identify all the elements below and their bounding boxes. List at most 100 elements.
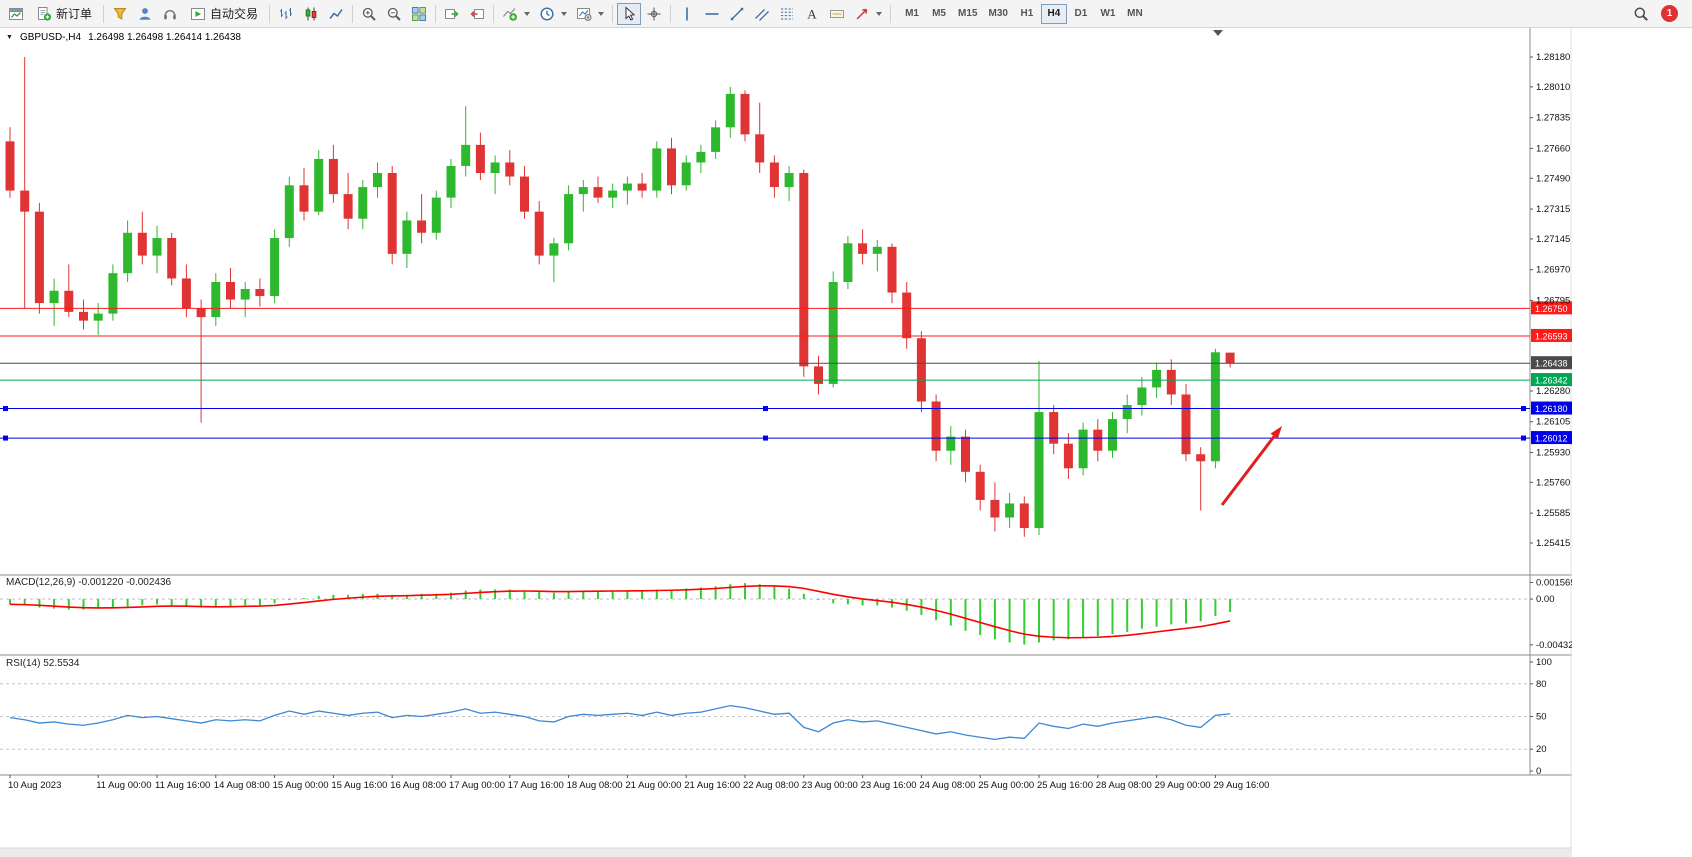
vertical-line-button[interactable] (675, 3, 699, 25)
cursor-icon (625, 5, 636, 21)
price-tag-label: 1.26342 (1535, 376, 1568, 386)
timeframe-m30-button[interactable]: M30 (983, 4, 1012, 24)
funnel-button[interactable] (108, 3, 132, 25)
timeframe-m5-button[interactable]: M5 (926, 4, 952, 24)
text-button[interactable]: A (800, 3, 824, 25)
zoom-in-button[interactable] (357, 3, 381, 25)
timeframe-w1-button[interactable]: W1 (1095, 4, 1121, 24)
trendline-icon (730, 7, 744, 20)
time-axis-label: 10 Aug 2023 (8, 780, 61, 791)
trend-arrow[interactable] (1220, 435, 1276, 506)
toolbar-separator (435, 4, 437, 23)
line-handle[interactable] (763, 435, 768, 441)
axis-label: 1.28180 (1536, 52, 1570, 63)
time-axis-label: 23 Aug 16:00 (861, 780, 917, 791)
shapes-button[interactable] (850, 3, 886, 25)
time-axis-label: 17 Aug 16:00 (508, 780, 564, 791)
timeframe-group: M1 M5 M15 M30 H1 H4 D1 W1 MN (899, 3, 1148, 24)
toolbar-separator (670, 4, 672, 23)
chart-shift-button[interactable] (465, 3, 489, 25)
zoom-out-button[interactable] (382, 3, 406, 25)
bars-chart-icon (280, 7, 293, 19)
crosshair-button[interactable] (642, 3, 666, 25)
zoom-in-icon (362, 7, 376, 21)
indicators-button[interactable] (498, 3, 534, 25)
horizontal-scrollbar[interactable] (0, 848, 1572, 857)
chart-canvas[interactable]: 1.26750 1.26593 1.26438 1.26342 1.26180 1.260… (0, 28, 1572, 857)
auto-trading-label: 自动交易 (210, 7, 259, 21)
periods-button[interactable] (535, 3, 571, 25)
line-handle[interactable] (763, 406, 768, 412)
candlestick-chart-button[interactable] (299, 3, 323, 25)
profile-icon (139, 7, 151, 20)
profile-button[interactable] (133, 3, 157, 25)
channel-button[interactable] (750, 3, 774, 25)
label-button[interactable] (825, 3, 849, 25)
one-click-trading-arrow[interactable]: ▼ (6, 34, 13, 41)
bars-chart-button[interactable] (274, 3, 298, 25)
candlestick-chart-icon (305, 7, 317, 20)
fibonacci-button[interactable] (775, 3, 799, 25)
funnel-icon (113, 7, 127, 20)
time-axis-label: 29 Aug 16:00 (1213, 780, 1269, 791)
main-toolbar: 新订单 自动交易 A M1 M5 M15 M30 H1 H4 D1 W1 MN … (0, 0, 1692, 28)
support-button[interactable] (158, 3, 182, 25)
time-axis-label: 18 Aug 08:00 (567, 780, 623, 791)
axis-label: 1.25415 (1536, 538, 1570, 549)
tile-windows-icon (412, 6, 427, 21)
auto-trading-button[interactable]: 自动交易 (183, 3, 265, 25)
timeframe-m1-button[interactable]: M1 (899, 4, 925, 24)
new-order-icon (38, 6, 52, 21)
macd-title: MACD(12,26,9) -0.001220 -0.002436 (6, 577, 172, 588)
time-axis-label: 29 Aug 00:00 (1155, 780, 1211, 791)
new-chart-button[interactable] (4, 3, 28, 25)
axis-label: 0.001569 (1536, 577, 1572, 588)
time-axis-label: 15 Aug 16:00 (331, 780, 387, 791)
cursor-button[interactable] (617, 2, 642, 25)
line-handle[interactable] (1521, 435, 1526, 441)
time-axis-label: 24 Aug 08:00 (919, 780, 975, 791)
line-handle[interactable] (3, 406, 8, 412)
new-order-button[interactable]: 新订单 (29, 3, 99, 25)
tile-windows-button[interactable] (407, 3, 431, 25)
crosshair-icon (647, 7, 661, 20)
auto-scroll-button[interactable] (440, 3, 464, 25)
periods-icon (540, 6, 554, 21)
chart-shift-marker[interactable] (1213, 30, 1223, 36)
notification-badge[interactable]: 1 (1661, 5, 1678, 22)
chart-shift-icon (470, 8, 485, 19)
axis-label: 1.26795 (1536, 295, 1570, 306)
axis-label: 80 (1536, 679, 1547, 690)
macd-signal-line (9, 585, 1231, 639)
new-order-label: 新订单 (56, 7, 93, 21)
axis-label: 1.26105 (1536, 417, 1570, 428)
timeframe-d1-button[interactable]: D1 (1068, 4, 1094, 24)
vertical-line-icon (686, 7, 688, 20)
auto-scroll-icon (445, 8, 459, 19)
line-handle[interactable] (1521, 406, 1526, 412)
line-chart-icon (329, 8, 343, 19)
timeframe-mn-button[interactable]: MN (1122, 4, 1148, 24)
trendline-button[interactable] (725, 3, 749, 25)
line-chart-button[interactable] (324, 3, 348, 25)
price-tag-label: 1.26593 (1535, 331, 1568, 341)
line-handle[interactable] (3, 435, 8, 441)
rsi-line (9, 704, 1231, 741)
toolbar-separator (612, 4, 614, 23)
candles-layer (5, 57, 1235, 537)
search-button[interactable] (1629, 3, 1653, 25)
horizontal-line-button[interactable] (700, 3, 724, 25)
trend-arrow-head[interactable] (1270, 426, 1282, 440)
axis-label: 1.27835 (1536, 113, 1570, 124)
axis-label: 0.00 (1536, 594, 1555, 605)
templates-button[interactable] (572, 3, 608, 25)
time-axis-label: 14 Aug 08:00 (214, 780, 270, 791)
price-tag (1531, 356, 1572, 370)
arrow-tool-icon (856, 8, 868, 19)
macd-histogram (9, 583, 1232, 645)
toolbar-separator (493, 4, 495, 23)
timeframe-m15-button[interactable]: M15 (953, 4, 982, 24)
timeframe-h4-button[interactable]: H4 (1040, 3, 1067, 24)
price-tag-label: 1.26438 (1535, 359, 1568, 369)
timeframe-h1-button[interactable]: H1 (1014, 4, 1040, 24)
